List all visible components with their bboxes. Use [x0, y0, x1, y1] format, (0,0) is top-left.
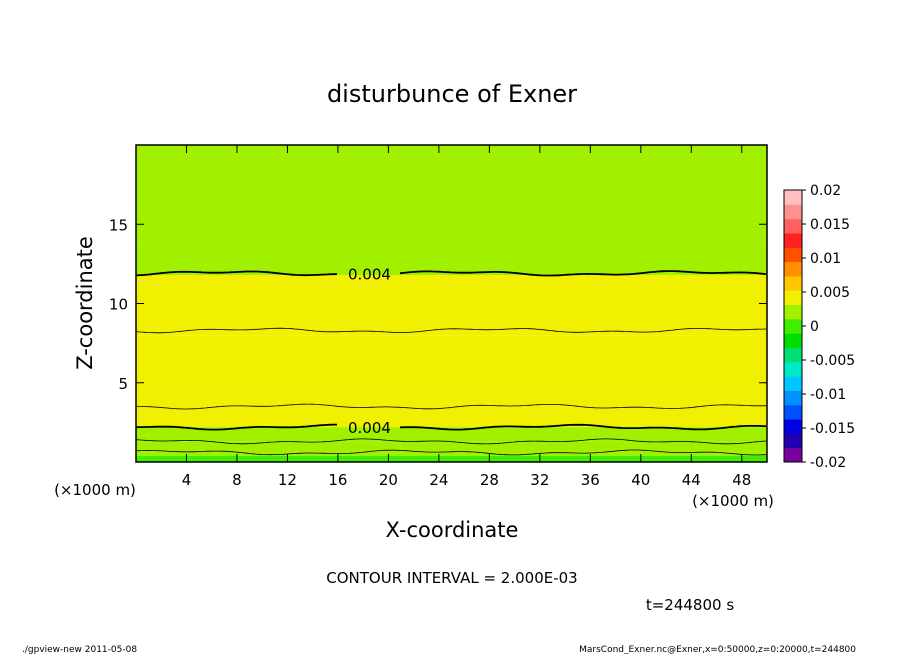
colorbar-label-3: 0.005: [810, 285, 850, 301]
colorbar-label-7: -0.015: [810, 421, 855, 437]
colorbar-cell-4: [784, 390, 802, 406]
colorbar-label-0: 0.02: [810, 183, 841, 199]
contour-line-5: [135, 270, 767, 277]
x-tick-label-0: 4: [182, 471, 192, 489]
time-label: t=244800 s: [646, 596, 734, 614]
contour-line-2: [136, 423, 767, 431]
colorbar-cell-2: [784, 419, 802, 434]
contour-interval: CONTOUR INTERVAL = 2.000E-03: [326, 569, 577, 587]
y-axis-ticks: 5 10 15: [109, 216, 767, 393]
footer-left: ./gpview-new 2011-05-08: [22, 645, 137, 654]
colorbar-label-5: -0.005: [810, 353, 855, 369]
colorbar-cell-16: [784, 218, 802, 234]
x-tick-label-11: 48: [732, 471, 751, 489]
x-tick-label-6: 28: [480, 471, 499, 489]
x-tick-label-5: 24: [429, 471, 448, 489]
x-tick-label-4: 20: [379, 471, 398, 489]
colorbar-cell-9: [784, 318, 802, 334]
x-tick-label-8: 36: [581, 471, 600, 489]
colorbar-label-1: 0.015: [810, 217, 850, 233]
heatmap-band-7: [136, 274, 767, 336]
contour-line-4: [135, 327, 767, 334]
colorbar-cell-1: [784, 433, 802, 449]
x-tick-label-2: 12: [278, 471, 297, 489]
x-tick-label-9: 40: [631, 471, 650, 489]
colorbar-cell-12: [784, 275, 802, 291]
contour-line-0: [135, 449, 767, 456]
x-tick-label-1: 8: [232, 471, 242, 489]
heatmap-band-4: [136, 389, 767, 407]
colorbar-cell-0: [784, 447, 802, 463]
heatmap-band-1: [136, 441, 767, 456]
colorbar-cell-7: [784, 347, 802, 363]
colorbar-cell-10: [784, 304, 802, 320]
colorbar-cell-8: [784, 333, 802, 348]
colorbar-cell-3: [784, 404, 802, 420]
colorbar-label-6: -0.01: [810, 387, 846, 403]
colorbar-labels: 0.02 0.015 0.01 0.005 0 -0.005 -0.01 -0.015 -0.0…: [802, 183, 855, 471]
chart-title: disturbunce of Exner: [327, 80, 577, 108]
plot-area: [136, 145, 767, 462]
colorbar-cell-13: [784, 261, 802, 277]
heatmap-band-5: [136, 358, 767, 390]
contour-label-5: 0.004: [348, 265, 391, 283]
heatmap-band-8: [136, 240, 767, 275]
x-axis-unit: (×1000 m): [692, 492, 774, 510]
colorbar-cell-18: [784, 190, 802, 205]
y-tick-label-0: 5: [118, 375, 128, 393]
colorbar: [783, 189, 803, 463]
colorbar-label-4: 0: [810, 319, 819, 335]
heatmap-band-2: [136, 427, 767, 442]
y-axis-unit: (×1000 m): [54, 481, 136, 499]
colorbar-cell-17: [784, 204, 802, 220]
x-tick-label-7: 32: [530, 471, 549, 489]
y-tick-label-1: 10: [109, 296, 128, 314]
y-tick-label-2: 15: [109, 216, 128, 234]
colorbar-label-8: -0.02: [810, 455, 846, 471]
colorbar-cell-14: [784, 247, 802, 263]
heatmap-band-9: [136, 145, 767, 241]
colorbar-label-2: 0.01: [810, 251, 841, 267]
colorbar-cell-6: [784, 361, 802, 377]
x-axis-label: X-coordinate: [386, 518, 519, 542]
x-tick-label-10: 44: [682, 471, 701, 489]
heatmap-band-0: [136, 455, 767, 462]
contour-line-1: [135, 438, 767, 445]
contour-label-2: 0.004: [348, 419, 391, 437]
x-axis-ticks: 4 8 12 16 20 24 28 32 36 40 44 48: [182, 145, 751, 489]
contour-lines: 0.004 0.004: [135, 265, 767, 456]
heatmap-band-3: [136, 406, 767, 428]
heatmap-band-6: [136, 335, 767, 359]
footer-right: MarsCond_Exner.nc@Exner,x=0:50000,z=0:20…: [579, 645, 856, 654]
colorbar-cell-15: [784, 232, 802, 248]
contour-line-3: [136, 403, 767, 410]
colorbar-cell-5: [784, 376, 802, 391]
y-axis-label: Z-coordinate: [73, 236, 97, 370]
x-tick-label-3: 16: [328, 471, 347, 489]
colorbar-cell-11: [784, 290, 802, 306]
